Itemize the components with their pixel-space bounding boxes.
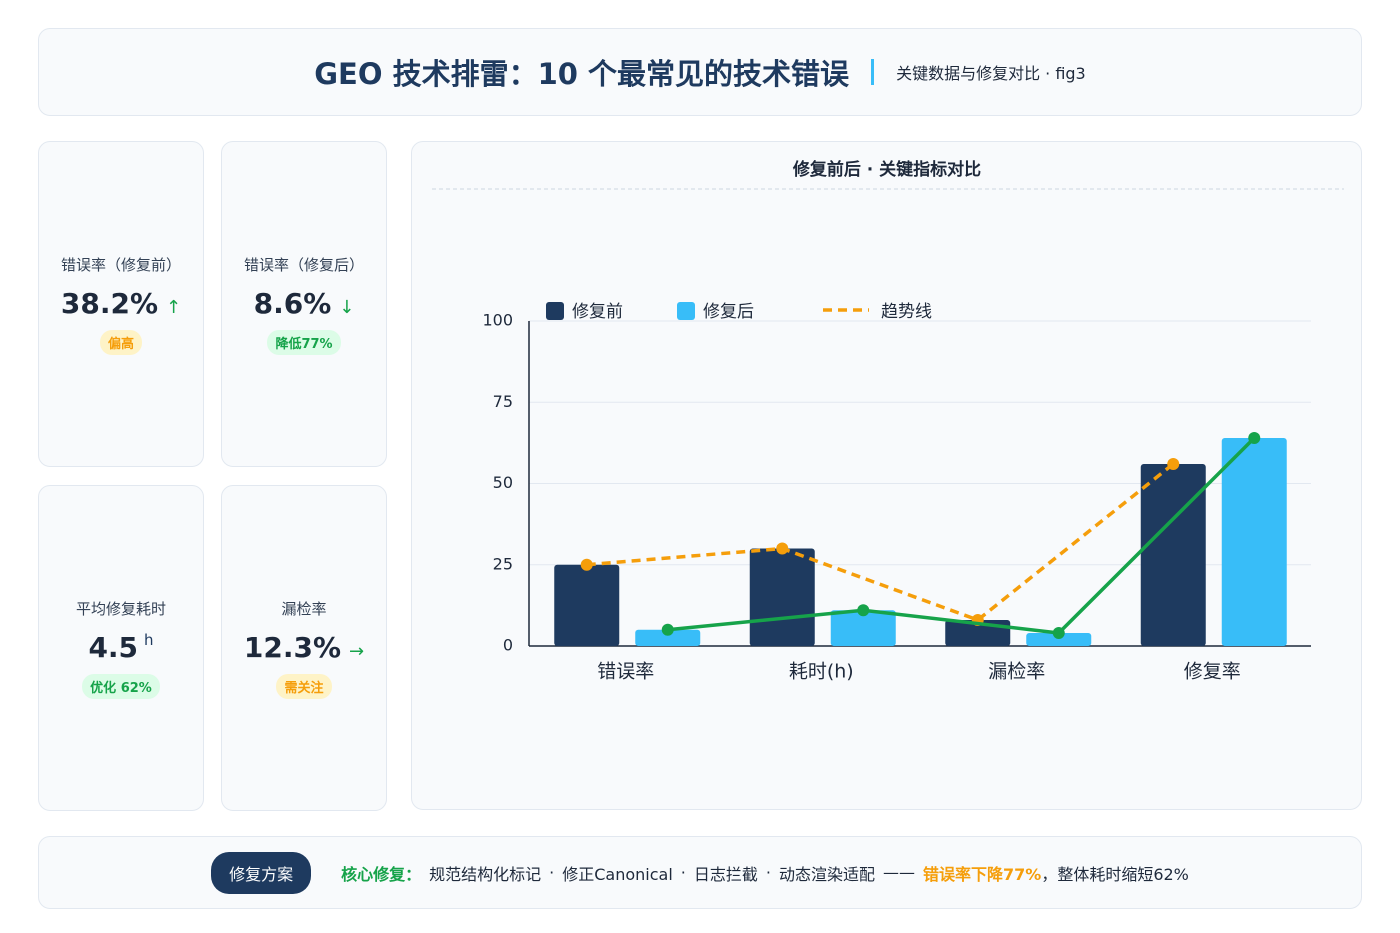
subtitle: 关键数据与修复对比 · fig3: [896, 64, 1086, 83]
y-tick-label: 100: [482, 311, 513, 330]
kpi-badge: 需关注: [276, 673, 332, 699]
kpi-value-row: 8.6% ↓: [254, 287, 355, 320]
bar: [1026, 633, 1092, 646]
legend-label: 修复后: [703, 302, 754, 322]
kpi-value-row: 12.3% →: [244, 631, 364, 664]
kpi-arrow: ↑: [166, 296, 182, 318]
plan-button[interactable]: 修复方案: [211, 851, 312, 894]
kpi-arrow: ↓: [339, 296, 355, 318]
separator: ·: [765, 863, 771, 882]
kpi-card: 平均修复耗时 4.5 h 优化 62%: [38, 485, 204, 811]
fix-item: 修正Canonical: [562, 864, 673, 884]
kpi-label: 漏检率: [281, 599, 327, 618]
bar: [554, 564, 620, 646]
legend-label: 趋势线: [881, 302, 932, 322]
legend-swatch: [546, 302, 564, 320]
y-tick-label: 75: [493, 392, 513, 411]
y-tick-label: 50: [493, 473, 513, 492]
separator: ·: [680, 863, 686, 882]
kpi-value-row: 38.2% ↑: [61, 287, 181, 320]
kpi-badge: 降低77%: [267, 329, 341, 355]
line-point: [857, 604, 870, 617]
x-tick-label: 耗时(h): [789, 661, 854, 683]
kpi-label: 错误率（修复前）: [60, 255, 181, 274]
y-tick-label: 25: [493, 554, 513, 573]
fix-item: 日志拦截: [693, 864, 758, 884]
legend-swatch: [677, 302, 695, 320]
chart: 修复前后 · 关键指标对比 0 25 50 75 100 错误率 耗时(h) 漏检率 修复率 修复…: [432, 159, 1344, 683]
kpi-value: 4.5: [88, 630, 139, 664]
line-point: [661, 623, 674, 636]
legend-label: 修复前: [572, 302, 623, 322]
fix-item: 动态渲染适配: [778, 864, 875, 884]
kpi-arrow: →: [349, 640, 365, 662]
header: GEO 技术排雷：10 个最常见的技术错误 关键数据与修复对比 · fig3: [38, 28, 1362, 116]
dash: ——: [883, 863, 915, 882]
bar: [1140, 464, 1206, 646]
line: [667, 436, 1256, 635]
kpi-card: 错误率（修复后） 8.6% ↓ 降低77%: [221, 141, 387, 467]
x-tick-label: 修复率: [1184, 661, 1241, 683]
line: [586, 462, 1175, 622]
summary: 错误率下降77%，整体耗时缩短62%: [923, 861, 1189, 885]
fix-item: 规范结构化标记: [429, 864, 542, 884]
separator: ·: [549, 863, 555, 882]
x-tick-label: 错误率: [597, 661, 654, 683]
kpi-value: 8.6%: [253, 286, 332, 320]
bar: [830, 610, 896, 646]
kpi-value-row: 4.5 h: [88, 631, 153, 664]
y-tick-label: 0: [503, 636, 513, 655]
bar: [749, 548, 815, 646]
divider: [871, 59, 875, 85]
tail: ，整体耗时缩短62%: [1041, 864, 1189, 884]
bar: [635, 629, 701, 646]
kpi-badge: 优化 62%: [82, 673, 160, 699]
chart-card: 修复前后 · 关键指标对比 0 25 50 75 100 错误率 耗时(h) 漏检率 修复率 修复…: [411, 141, 1362, 810]
highlight: 错误率下降77%: [923, 864, 1042, 884]
x-tick-label: 漏检率: [988, 661, 1045, 683]
line-point: [1052, 627, 1065, 639]
line-point: [776, 542, 789, 555]
kpi-card: 漏检率 12.3% → 需关注: [221, 485, 387, 811]
bar: [1221, 438, 1287, 646]
chart-title: 修复前后 · 关键指标对比: [792, 159, 981, 180]
kpi-unit: h: [144, 630, 154, 649]
line-point: [1167, 458, 1180, 470]
kpi-label: 平均修复耗时: [75, 599, 166, 618]
line-point: [1248, 432, 1261, 444]
title: GEO 技术排雷：10 个最常见的技术错误: [314, 57, 850, 91]
kpi-value: 38.2%: [60, 286, 159, 320]
kpi-label: 错误率（修复后）: [243, 255, 364, 274]
footer: 修复方案 核心修复： 规范结构化标记 · 修正Canonical · 日志拦截 · 动态渲染适配…: [38, 836, 1362, 909]
lead: 核心修复：: [341, 864, 422, 884]
kpi-card: 错误率（修复前） 38.2% ↑ 偏高: [38, 141, 204, 467]
line-point: [580, 558, 593, 571]
kpi-badge: 偏高: [99, 329, 142, 355]
kpi-value: 12.3%: [243, 630, 342, 664]
